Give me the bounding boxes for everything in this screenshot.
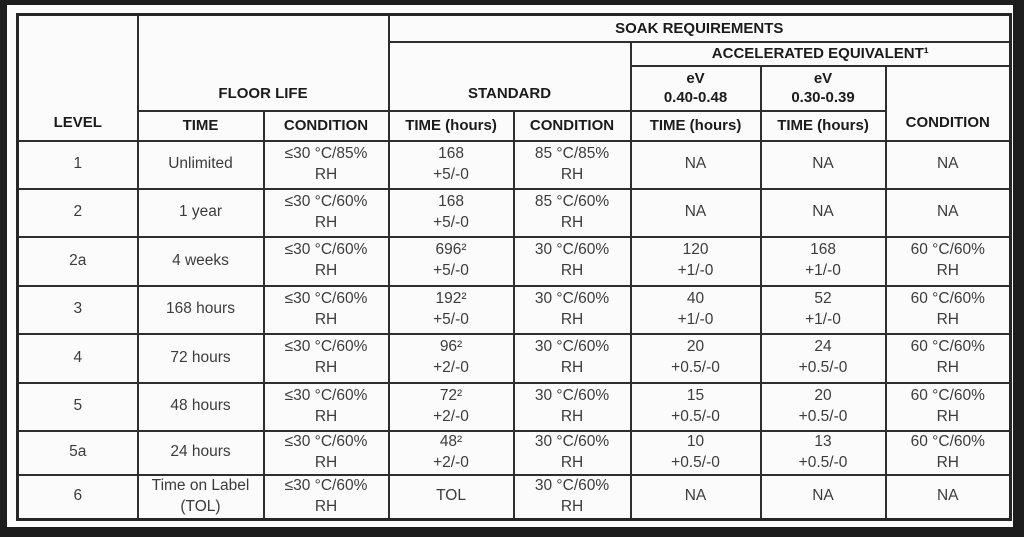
table-row-level-1: 1 Unlimited ≤30 °C/85% RH 168 +5/-0 85 °… [16, 139, 1012, 190]
header-accelerated-condition: CONDITION [884, 64, 1012, 142]
header-ev-030-039: eV 0.30-0.39 [759, 64, 887, 112]
cell-accelerated-condition: 60 °C/60% RH [884, 284, 1012, 335]
cell-standard-condition: 30 °C/60% RH [512, 235, 632, 287]
table-row-level-2a: 2a 4 weeks ≤30 °C/60% RH 696² +5/-0 30 °… [16, 235, 1012, 287]
cell-standard-time: TOL [387, 473, 515, 521]
cell-level: 5 [16, 381, 139, 432]
header-ev2-time-hours: TIME (hours) [759, 109, 887, 142]
cell-ev2-time: NA [759, 139, 887, 190]
cell-floor-time: 72 hours [136, 332, 265, 384]
cell-accelerated-condition: NA [884, 187, 1012, 238]
cell-ev1-time: NA [629, 187, 762, 238]
cell-floor-condition: ≤30 °C/85% RH [262, 139, 390, 190]
cell-floor-time: 168 hours [136, 284, 265, 335]
cell-standard-time: 48² +2/-0 [387, 429, 515, 476]
cell-accelerated-condition: 60 °C/60% RH [884, 332, 1012, 384]
cell-ev2-time: 168 +1/-0 [759, 235, 887, 287]
header-accelerated-equivalent: ACCELERATED EQUIVALENT¹ [629, 40, 1012, 67]
cell-ev2-time: 24 +0.5/-0 [759, 332, 887, 384]
cell-standard-condition: 30 °C/60% RH [512, 284, 632, 335]
cell-ev1-time: NA [629, 473, 762, 521]
cell-standard-condition: 30 °C/60% RH [512, 429, 632, 476]
cell-ev2-time: NA [759, 473, 887, 521]
table-row-level-5a: 5a 24 hours ≤30 °C/60% RH 48² +2/-0 30 °… [16, 429, 1012, 476]
table-row-level-4: 4 72 hours ≤30 °C/60% RH 96² +2/-0 30 °C… [16, 332, 1012, 384]
cell-accelerated-condition: NA [884, 139, 1012, 190]
cell-standard-condition: 85 °C/60% RH [512, 187, 632, 238]
header-row-columns: TIME CONDITION TIME (hours) CONDITION TI… [18, 109, 1011, 142]
cell-standard-condition: 30 °C/60% RH [512, 381, 632, 432]
cell-ev1-time: 15 +0.5/-0 [629, 381, 762, 432]
header-floor-life: FLOOR LIFE [136, 13, 390, 112]
header-row-accelerated: STANDARD ACCELERATED EQUIVALENT¹ [18, 40, 1012, 112]
table-row-level-2: 2 1 year ≤30 °C/60% RH 168 +5/-0 85 °C/6… [16, 187, 1012, 238]
header-floor-condition: CONDITION [262, 109, 390, 142]
table-row-level-6: 6 Time on Label (TOL) ≤30 °C/60% RH TOL … [16, 473, 1012, 521]
cell-standard-time: 72² +2/-0 [387, 381, 515, 432]
cell-floor-condition: ≤30 °C/60% RH [262, 429, 390, 476]
header-soak-requirements: SOAK REQUIREMENTS [387, 13, 1012, 43]
cell-ev1-time: 20 +0.5/-0 [629, 332, 762, 384]
cell-floor-condition: ≤30 °C/60% RH [262, 284, 390, 335]
cell-floor-condition: ≤30 °C/60% RH [262, 187, 390, 238]
cell-standard-condition: 85 °C/85% RH [512, 139, 632, 190]
header-standard: STANDARD [387, 40, 632, 112]
cell-floor-time: 1 year [136, 187, 265, 238]
msl-floor-life-table: LEVEL FLOOR LIFE SOAK REQUIREMENTS STAND… [16, 13, 1013, 521]
cell-accelerated-condition: 60 °C/60% RH [884, 235, 1012, 287]
header-ev1-time-hours: TIME (hours) [629, 109, 762, 142]
cell-standard-time: 96² +2/-0 [387, 332, 515, 384]
table-row-level-3: 3 168 hours ≤30 °C/60% RH 192² +5/-0 30 … [16, 284, 1012, 335]
table-row-level-5: 5 48 hours ≤30 °C/60% RH 72² +2/-0 30 °C… [16, 381, 1012, 432]
header-row-soak: LEVEL FLOOR LIFE SOAK REQUIREMENTS [16, 13, 1012, 142]
cell-level: 2a [16, 235, 139, 287]
header-standard-time-hours: TIME (hours) [387, 109, 515, 142]
cell-floor-time: Unlimited [136, 139, 265, 190]
cell-floor-condition: ≤30 °C/60% RH [262, 332, 390, 384]
cell-standard-time: 192² +5/-0 [387, 284, 515, 335]
cell-level: 1 [16, 139, 139, 190]
cell-ev2-time: NA [759, 187, 887, 238]
cell-accelerated-condition: 60 °C/60% RH [884, 381, 1012, 432]
cell-floor-time: Time on Label (TOL) [136, 473, 265, 521]
cell-level: 6 [16, 473, 139, 521]
cell-level: 2 [16, 187, 139, 238]
header-floor-time: TIME [136, 109, 265, 142]
cell-floor-time: 48 hours [136, 381, 265, 432]
cell-standard-time: 168 +5/-0 [387, 139, 515, 190]
cell-standard-condition: 30 °C/60% RH [512, 332, 632, 384]
cell-accelerated-condition: NA [884, 473, 1012, 521]
cell-standard-time: 696² +5/-0 [387, 235, 515, 287]
header-ev-040-048: eV 0.40-0.48 [629, 64, 762, 112]
header-standard-condition: CONDITION [512, 109, 632, 142]
document-sheet: LEVEL FLOOR LIFE SOAK REQUIREMENTS STAND… [7, 5, 1013, 527]
cell-ev2-time: 52 +1/-0 [759, 284, 887, 335]
cell-ev1-time: 10 +0.5/-0 [629, 429, 762, 476]
cell-level: 4 [16, 332, 139, 384]
cell-standard-condition: 30 °C/60% RH [512, 473, 632, 521]
cell-floor-time: 4 weeks [136, 235, 265, 287]
cell-ev2-time: 13 +0.5/-0 [759, 429, 887, 476]
cell-floor-condition: ≤30 °C/60% RH [262, 473, 390, 521]
header-row-ev: eV 0.40-0.48 eV 0.30-0.39 CONDITION [18, 64, 1012, 142]
cell-standard-time: 168 +5/-0 [387, 187, 515, 238]
cell-ev2-time: 20 +0.5/-0 [759, 381, 887, 432]
cell-level: 3 [16, 284, 139, 335]
cell-floor-time: 24 hours [136, 429, 265, 476]
cell-level: 5a [16, 429, 139, 476]
header-level: LEVEL [16, 13, 139, 142]
cell-floor-condition: ≤30 °C/60% RH [262, 381, 390, 432]
cell-floor-condition: ≤30 °C/60% RH [262, 235, 390, 287]
cell-ev1-time: 40 +1/-0 [629, 284, 762, 335]
cell-ev1-time: 120 +1/-0 [629, 235, 762, 287]
cell-ev1-time: NA [629, 139, 762, 190]
cell-accelerated-condition: 60 °C/60% RH [884, 429, 1012, 476]
